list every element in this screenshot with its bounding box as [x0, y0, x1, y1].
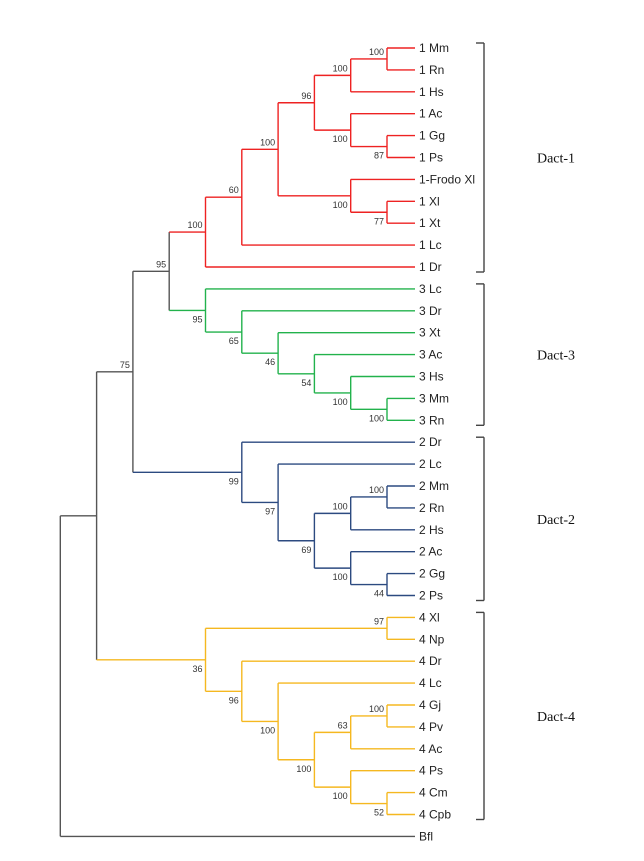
bootstrap-value: 100: [260, 137, 275, 147]
leaf-label: 3 Rn: [419, 413, 444, 427]
bootstrap-value: 46: [265, 357, 275, 367]
bootstrap-value: 87: [374, 151, 384, 161]
bootstrap-value: 96: [229, 695, 239, 705]
leaf-label: 4 Np: [419, 632, 445, 646]
leaf-label: 1 Xt: [419, 216, 441, 230]
bootstrap-value: 100: [296, 764, 311, 774]
bootstrap-value: 44: [374, 589, 384, 599]
bootstrap-value: 95: [192, 314, 202, 324]
leaf-label: 1 Ps: [419, 151, 443, 165]
clade-label: Dact-1: [537, 152, 575, 167]
leaf-label: 1 Lc: [419, 238, 442, 252]
leaf-label: 3 Mm: [419, 391, 449, 405]
leaf-label: 3 Xt: [419, 326, 441, 340]
leaf-label: 2 Dr: [419, 435, 442, 449]
bootstrap-value: 100: [369, 704, 384, 714]
bootstrap-value: 36: [192, 664, 202, 674]
leaf-label: 3 Lc: [419, 282, 442, 296]
clade-label: Dact-3: [537, 349, 575, 364]
bootstrap-value: 75: [120, 360, 130, 370]
bootstrap-value: 100: [369, 485, 384, 495]
leaf-label: 1 Dr: [419, 260, 442, 274]
leaf-label: 1 Ac: [419, 107, 442, 121]
bootstrap-value: 100: [333, 572, 348, 582]
leaf-label: 2 Rn: [419, 501, 444, 515]
bootstrap-value: 60: [229, 185, 239, 195]
bootstrap-value: 100: [187, 220, 202, 230]
bootstrap-value: 65: [229, 336, 239, 346]
leaf-label: 4 Gj: [419, 698, 441, 712]
leaf-label: 3 Ac: [419, 348, 442, 362]
leaf-label: 2 Mm: [419, 479, 449, 493]
leaf-label: 2 Lc: [419, 457, 442, 471]
leaf-label: 1 Mm: [419, 41, 449, 55]
leaf-label: 2 Hs: [419, 523, 444, 537]
leaf-label: 1 Gg: [419, 129, 445, 143]
bootstrap-value: 99: [229, 476, 239, 486]
clade-label: Dact-2: [537, 513, 575, 528]
leaf-label: 4 Cm: [419, 786, 448, 800]
bootstrap-value: 69: [301, 545, 311, 555]
leaf-label: 4 Cpb: [419, 808, 451, 822]
bootstrap-value: 100: [333, 791, 348, 801]
leaf-label: 4 Ps: [419, 764, 443, 778]
leaf-label: 4 Pv: [419, 720, 443, 734]
bootstrap-value: 97: [374, 616, 384, 626]
leaf-label: 4 Dr: [419, 654, 442, 668]
leaf-label: 2 Gg: [419, 567, 445, 581]
leaf-label: 2 Ps: [419, 589, 443, 603]
bootstrap-value: 100: [260, 725, 275, 735]
bootstrap-value: 97: [265, 506, 275, 516]
bootstrap-value: 100: [333, 200, 348, 210]
leaf-label: 4 Xl: [419, 610, 440, 624]
bootstrap-value: 100: [333, 134, 348, 144]
bootstrap-value: 100: [333, 501, 348, 511]
bootstrap-value: 77: [374, 216, 384, 226]
leaf-label: 1 Xl: [419, 194, 440, 208]
bootstrap-value: 63: [338, 720, 348, 730]
leaf-label: 3 Hs: [419, 370, 444, 384]
clade-label: Dact-4: [537, 710, 575, 725]
bootstrap-value: 96: [301, 91, 311, 101]
leaf-label: Bfl: [419, 829, 433, 843]
leaf-label: 4 Lc: [419, 676, 442, 690]
bootstrap-value: 95: [156, 259, 166, 269]
bootstrap-value: 54: [301, 378, 311, 388]
bootstrap-value: 52: [374, 808, 384, 818]
leaf-label: 1 Rn: [419, 63, 444, 77]
bootstrap-value: 100: [369, 413, 384, 423]
bootstrap-value: 100: [369, 47, 384, 57]
leaf-label: 4 Ac: [419, 742, 442, 756]
leaf-label: 1-Frodo Xl: [419, 172, 475, 186]
leaf-label: 1 Hs: [419, 85, 444, 99]
bootstrap-value: 100: [333, 397, 348, 407]
leaf-label: 2 Ac: [419, 545, 442, 559]
bootstrap-value: 100: [333, 63, 348, 73]
leaf-label: 3 Dr: [419, 304, 442, 318]
